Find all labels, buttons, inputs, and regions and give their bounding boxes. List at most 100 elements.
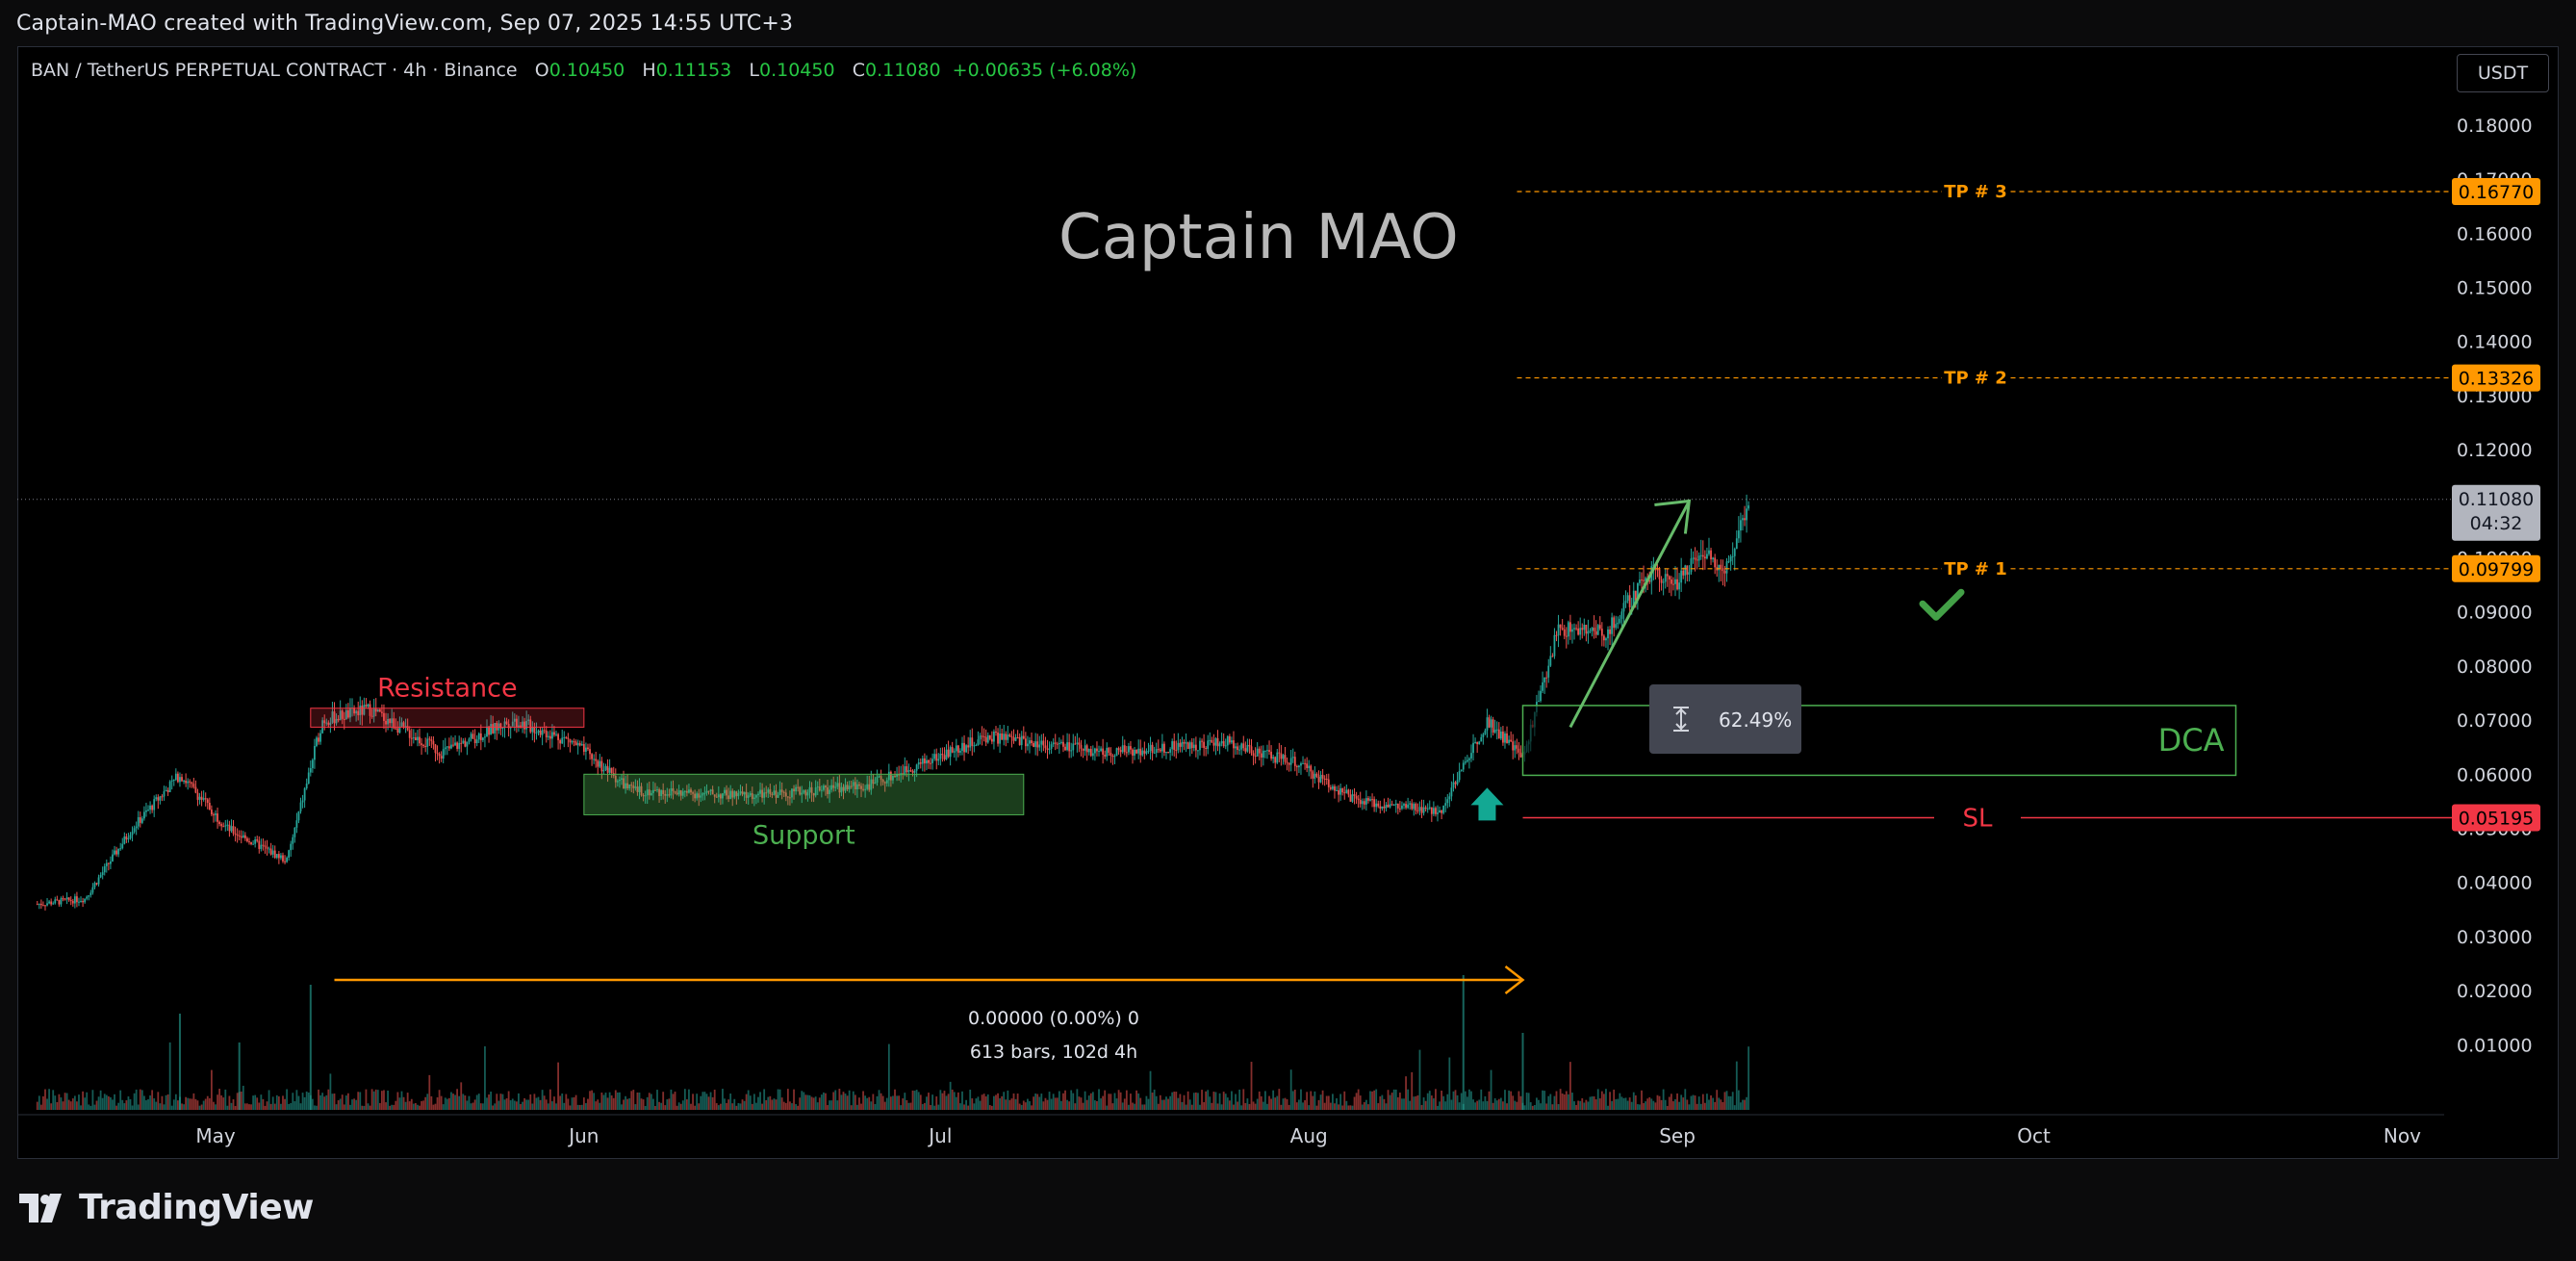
candle-body <box>1310 765 1313 772</box>
volume-bar <box>220 1095 223 1110</box>
candle-body <box>885 780 888 784</box>
candle-body <box>1288 762 1290 765</box>
volume-bar <box>1291 1091 1294 1110</box>
candle-body <box>347 709 349 718</box>
volume-bar <box>672 1094 675 1110</box>
volume-bar <box>844 1094 847 1110</box>
candle-body <box>1022 735 1025 739</box>
candle-body <box>1151 744 1154 753</box>
candle-body <box>1383 806 1386 809</box>
candle-body <box>170 780 173 782</box>
candle-body <box>1147 751 1150 753</box>
candle-body <box>1343 792 1346 794</box>
candle-body <box>303 788 306 801</box>
candle-body <box>1175 750 1178 752</box>
volume-bar <box>668 1098 671 1110</box>
candle-body <box>472 733 474 739</box>
symbol-name[interactable]: BAN / TetherUS PERPETUAL CONTRACT · 4h ·… <box>31 60 518 81</box>
volume-bar <box>1448 1057 1451 1110</box>
candle-body <box>1369 799 1371 801</box>
volume-bar <box>236 1093 239 1110</box>
candle-body <box>703 792 706 794</box>
volume-bar <box>1468 1089 1470 1110</box>
volume-bar <box>1066 1099 1068 1110</box>
volume-bar <box>1432 1098 1435 1110</box>
candle-body <box>1014 736 1017 741</box>
price-tag <box>2452 364 2540 392</box>
volume-bar <box>1712 1097 1714 1110</box>
volume-bar <box>440 1095 443 1110</box>
volume-bar <box>1648 1096 1651 1110</box>
volume-bar <box>1087 1095 1090 1110</box>
volume-bar <box>1121 1102 1124 1110</box>
volume-bar <box>1641 1090 1643 1110</box>
volume-bar <box>501 1094 504 1110</box>
candle-body <box>1080 744 1083 749</box>
symbol-legend: BAN / TetherUS PERPETUAL CONTRACT · 4h ·… <box>31 60 1136 81</box>
volume-bar <box>628 1097 631 1110</box>
volume-bar <box>323 1096 326 1110</box>
volume-bar <box>632 1090 635 1110</box>
candle-body <box>803 790 805 793</box>
candle-body <box>937 759 940 761</box>
candle-body <box>1409 803 1412 805</box>
tradingview-logo[interactable]: TradingView <box>19 1188 314 1227</box>
candle-body <box>1115 748 1118 757</box>
candle-body <box>1108 747 1110 753</box>
candle-body <box>670 787 673 796</box>
candle-body <box>806 792 809 796</box>
candle-body <box>1199 740 1201 751</box>
candle-body <box>531 727 534 733</box>
candle-body <box>755 795 757 798</box>
volume-bar <box>997 1093 999 1110</box>
volume-bar <box>1518 1091 1520 1110</box>
volume-bar <box>1224 1094 1227 1110</box>
volume-bar <box>1696 1103 1698 1110</box>
volume-bar <box>939 1090 942 1110</box>
volume-bar <box>713 1089 716 1110</box>
volume-bar <box>569 1105 572 1110</box>
candle-body <box>830 785 833 790</box>
volume-bar <box>1165 1096 1167 1110</box>
candle-body <box>1672 583 1674 585</box>
volume-bar <box>1091 1092 1094 1110</box>
chart-pane[interactable] <box>17 46 2559 1159</box>
volume-bar <box>228 1095 231 1110</box>
volume-bar <box>71 1098 74 1110</box>
candle-body <box>1737 530 1740 539</box>
candle-body <box>256 839 259 841</box>
candle-body <box>993 732 995 742</box>
volume-bar <box>242 1085 244 1110</box>
candle-body <box>846 785 849 790</box>
volume-bar <box>644 1105 647 1110</box>
volume-bar <box>494 1103 497 1110</box>
candle-body <box>76 896 78 903</box>
candle-body <box>1495 729 1498 731</box>
volume-bar <box>909 1102 912 1110</box>
volume-bar <box>129 1098 132 1110</box>
volume-bar <box>1737 1090 1740 1110</box>
volume-bar <box>1716 1090 1719 1110</box>
candle-body <box>1254 756 1257 758</box>
volume-bar <box>1646 1098 1649 1110</box>
volume-bar <box>1506 1103 1508 1110</box>
volume-bar <box>520 1103 522 1110</box>
currency-selector[interactable]: USDT <box>2457 54 2549 92</box>
candle-body <box>1338 789 1339 795</box>
volume-bar <box>127 1096 130 1110</box>
candle-body <box>499 723 502 729</box>
candle-body <box>1497 729 1500 739</box>
volume-bar <box>84 1097 87 1110</box>
volume-bar <box>625 1095 626 1110</box>
candle-body <box>905 766 908 773</box>
volume-bar <box>816 1102 819 1110</box>
volume-bar <box>1240 1105 1243 1110</box>
x-tick-label: Nov <box>2384 1124 2421 1147</box>
candle-body <box>780 789 783 792</box>
volume-bar <box>1199 1104 1201 1110</box>
candle-body <box>636 786 639 792</box>
volume-bar <box>543 1095 546 1110</box>
volume-bar <box>1312 1095 1314 1110</box>
volume-bar <box>125 1100 128 1110</box>
